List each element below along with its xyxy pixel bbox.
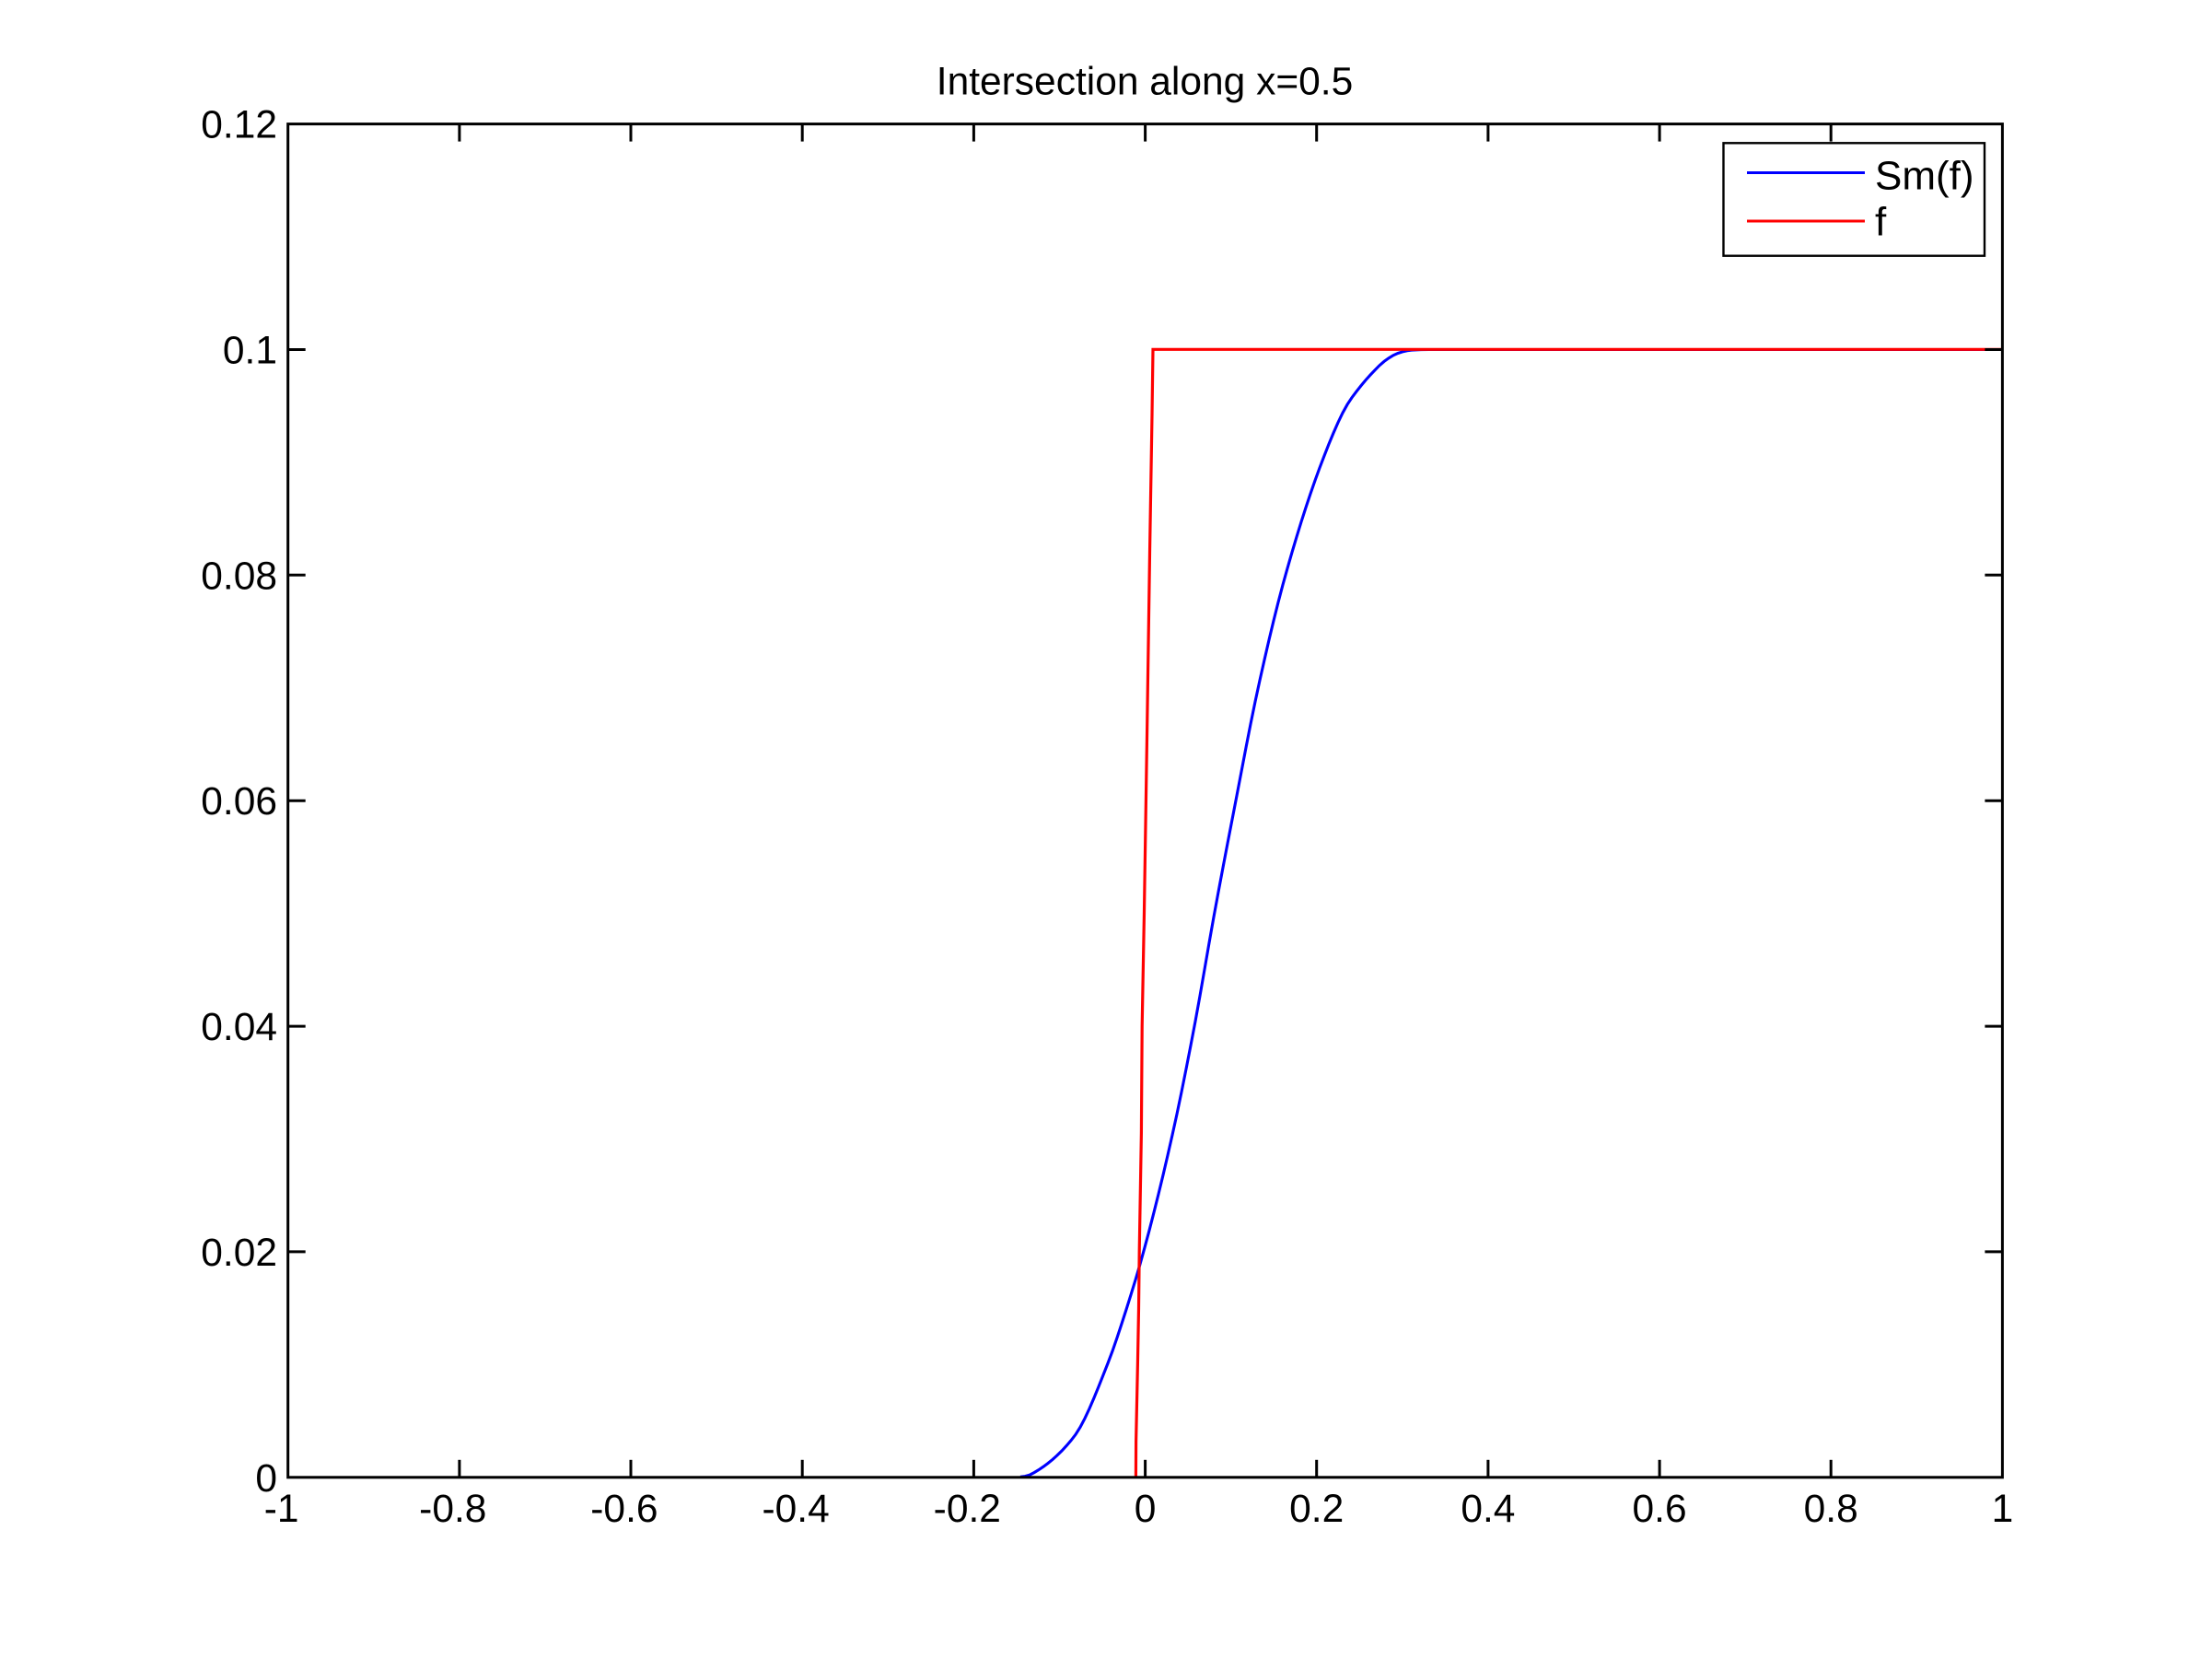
svg-text:0.2: 0.2	[1289, 1488, 1344, 1531]
svg-text:0.08: 0.08	[201, 555, 277, 598]
svg-text:-0.4: -0.4	[762, 1488, 829, 1531]
svg-text:f: f	[1875, 200, 1887, 245]
svg-text:0.6: 0.6	[1633, 1488, 1687, 1531]
svg-text:0.12: 0.12	[201, 104, 277, 147]
svg-text:0.1: 0.1	[223, 330, 277, 373]
svg-text:-0.6: -0.6	[590, 1488, 658, 1531]
svg-text:-1: -1	[264, 1488, 299, 1531]
svg-text:1: 1	[1992, 1488, 2014, 1531]
svg-text:0.04: 0.04	[201, 1006, 277, 1049]
svg-text:0: 0	[1135, 1488, 1157, 1531]
svg-text:0: 0	[255, 1457, 277, 1501]
svg-text:Sm(f): Sm(f)	[1875, 154, 1974, 199]
svg-text:0.06: 0.06	[201, 780, 277, 824]
svg-text:-0.8: -0.8	[419, 1488, 486, 1531]
svg-text:Intersection along x=0.5: Intersection along x=0.5	[937, 61, 1353, 104]
svg-text:0.02: 0.02	[201, 1232, 277, 1275]
svg-text:-0.2: -0.2	[934, 1488, 1001, 1531]
svg-text:0.4: 0.4	[1461, 1488, 1515, 1531]
svg-text:0.8: 0.8	[1804, 1488, 1858, 1531]
